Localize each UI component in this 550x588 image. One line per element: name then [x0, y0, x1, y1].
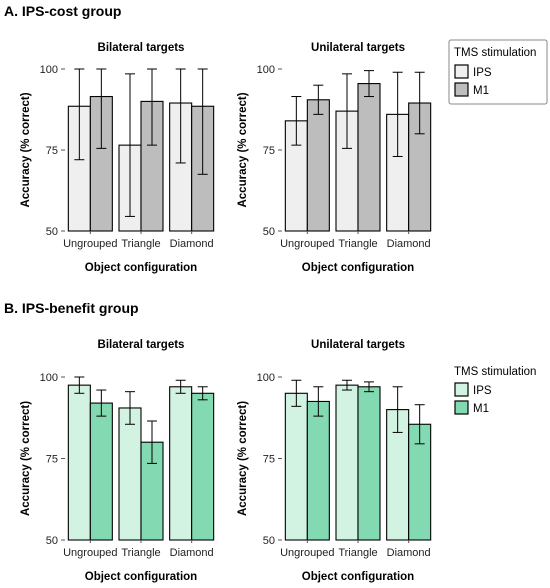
error-bar-ips-triangle — [342, 379, 352, 391]
y-tick-label: 100 — [257, 372, 275, 384]
x-tick-label: Triangle — [121, 547, 160, 559]
error-bar-m1-diamond — [414, 404, 425, 445]
error-bar-m1-diamond — [197, 68, 208, 175]
y-tick-label: 75 — [46, 454, 58, 466]
bar-ips-triangle — [118, 407, 142, 541]
x-tick-label: Diamond — [387, 238, 431, 250]
x-tick-label: Ungrouped — [280, 547, 334, 559]
bar-m1-ungrouped — [306, 99, 330, 232]
x-tick-label: Ungrouped — [280, 238, 334, 250]
x-axis-title: Object configuration — [85, 262, 197, 274]
x-axis-title: Object configuration — [85, 571, 197, 583]
x-tick-label: Diamond — [170, 547, 214, 559]
legend-a-swatch-ips — [454, 64, 469, 79]
error-bar-ips-triangle — [342, 73, 352, 149]
error-bar-m1-triangle — [364, 381, 374, 393]
error-bar-m1-ungrouped — [313, 84, 324, 115]
panel-b-unilateral: Unilateral targets 50 75 100 Accuracy (% cor… — [237, 339, 432, 583]
legend-a-label-m1: M1 — [473, 85, 489, 97]
error-bar-m1-ungrouped — [313, 386, 324, 417]
legend-b-title: TMS stimulation — [454, 366, 536, 378]
bar-ips-ungrouped — [67, 384, 91, 541]
y-tick-label: 100 — [40, 372, 58, 384]
bar-ips-diamond — [169, 386, 193, 541]
error-bar-ips-diamond — [175, 68, 186, 164]
y-tick-label: 75 — [263, 145, 275, 157]
legend-a-label-ips: IPS — [473, 67, 492, 79]
x-tick-label: Diamond — [387, 547, 431, 559]
y-axis-title: Accuracy (% correct) — [20, 401, 32, 516]
bar-m1-ungrouped — [89, 402, 113, 541]
legend-a: TMS stimulation IPS M1 — [448, 39, 548, 105]
y-tick-label: 100 — [40, 64, 58, 76]
x-tick-label: Triangle — [338, 547, 377, 559]
x-tick-label: Triangle — [338, 238, 377, 250]
x-tick-label: Ungrouped — [63, 238, 117, 250]
bar-m1-diamond — [191, 392, 215, 541]
y-axis-title: Accuracy (% correct) — [20, 92, 32, 207]
y-tick-label: 100 — [257, 64, 275, 76]
bar-ips-triangle — [335, 384, 359, 541]
error-bar-m1-diamond — [197, 386, 208, 401]
panel-title: Unilateral targets — [311, 339, 405, 351]
section-title-b: B. IPS-benefit group — [4, 300, 139, 316]
error-bar-m1-triangle — [147, 68, 157, 146]
error-bar-ips-ungrouped — [74, 68, 85, 161]
y-tick-label: 75 — [46, 145, 58, 157]
bar-m1-triangle — [357, 386, 381, 541]
error-bar-ips-ungrouped — [74, 376, 85, 394]
y-tick-label: 50 — [263, 226, 275, 238]
legend-b-swatch-ips — [454, 382, 469, 397]
legend-b: TMS stimulation IPS M1 — [454, 366, 536, 415]
y-tick-label: 50 — [263, 535, 275, 547]
legend-b-swatch-m1 — [454, 400, 469, 415]
legend-b-label-m1: M1 — [473, 403, 489, 415]
panel-a-unilateral: Unilateral targets 50 75 100 Accuracy (% cor… — [237, 42, 432, 274]
error-bar-m1-ungrouped — [96, 68, 107, 149]
legend-a-box — [448, 39, 548, 105]
y-tick-label: 75 — [263, 454, 275, 466]
bar-ips-ungrouped — [284, 392, 308, 541]
error-bar-ips-diamond — [392, 71, 403, 157]
legend-a-title: TMS stimulation — [454, 47, 536, 59]
x-tick-label: Triangle — [121, 238, 160, 250]
panel-a-bilateral: Bilateral targets 50 75 100 Accuracy (% corr… — [20, 42, 215, 274]
legend-b-label-ips: IPS — [473, 385, 492, 397]
y-axis-title: Accuracy (% correct) — [237, 401, 249, 516]
error-bar-m1-diamond — [414, 71, 425, 135]
error-bar-m1-triangle — [147, 420, 157, 464]
error-bar-ips-diamond — [175, 379, 186, 394]
x-tick-label: Diamond — [170, 238, 214, 250]
panel-title: Bilateral targets — [98, 339, 185, 351]
bar-m1-triangle — [357, 83, 381, 232]
error-bar-m1-triangle — [364, 70, 374, 98]
bar-m1-ungrouped — [306, 400, 330, 541]
error-bar-ips-triangle — [125, 391, 135, 425]
error-bar-ips-triangle — [125, 73, 135, 217]
panel-title: Bilateral targets — [98, 42, 185, 54]
legend-a-swatch-m1 — [454, 82, 469, 97]
x-axis-title: Object configuration — [302, 571, 414, 583]
error-bar-ips-ungrouped — [291, 379, 302, 407]
y-tick-label: 50 — [46, 535, 58, 547]
x-axis-title: Object configuration — [302, 262, 414, 274]
y-axis-title: Accuracy (% correct) — [237, 92, 249, 207]
section-title-a: A. IPS-cost group — [4, 3, 121, 19]
panel-title: Unilateral targets — [311, 42, 405, 54]
error-bar-m1-ungrouped — [96, 389, 107, 417]
error-bar-ips-ungrouped — [291, 96, 302, 146]
panel-b-bilateral: Bilateral targets 50 75 100 Accuracy (% corr… — [20, 339, 215, 583]
y-tick-label: 50 — [46, 226, 58, 238]
error-bar-ips-diamond — [392, 386, 403, 433]
x-tick-label: Ungrouped — [63, 547, 117, 559]
panels: Bilateral targets 50 75 100 Accuracy (% corr… — [20, 42, 432, 583]
